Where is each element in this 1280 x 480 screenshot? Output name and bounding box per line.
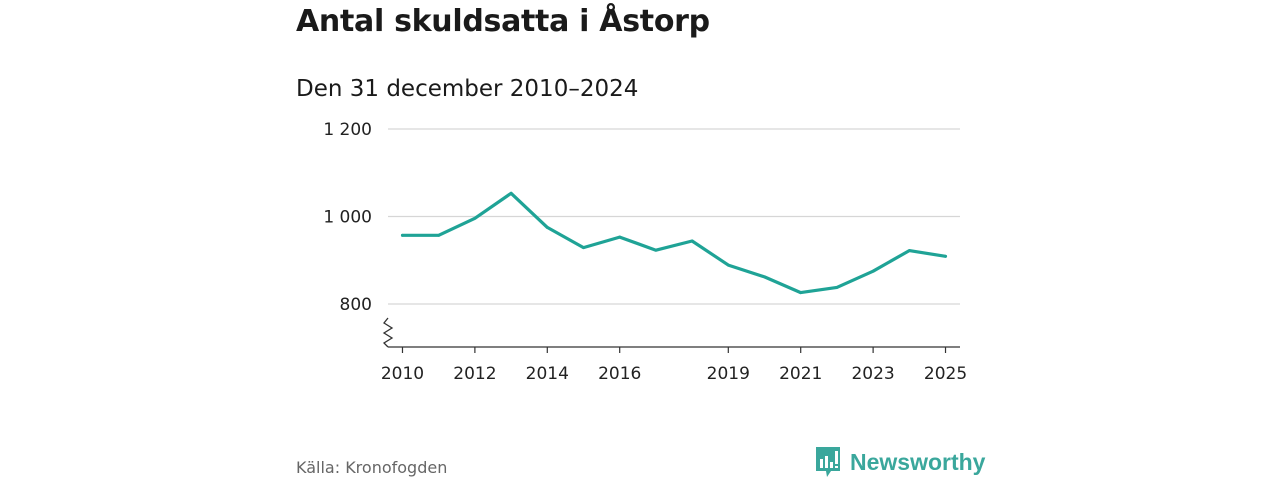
data-point [582, 246, 585, 249]
x-tick-label: 2019 [707, 364, 750, 384]
data-point [944, 254, 947, 258]
data-point [726, 263, 730, 267]
data-point [545, 226, 549, 229]
series-line [400, 191, 948, 295]
data-point [835, 285, 839, 289]
brand-logo: Newsworthy [814, 445, 985, 479]
x-tick-label: 2012 [453, 364, 496, 384]
data-point [618, 235, 622, 239]
x-tick-label: 2025 [924, 364, 967, 384]
x-tick-label: 2021 [779, 364, 822, 384]
chart-subtitle: Den 31 december 2010–2024 [296, 76, 639, 102]
data-point [401, 233, 404, 237]
chart-title: Antal skuldsatta i Åstorp [296, 4, 710, 39]
data-point [509, 191, 513, 195]
source-label: Källa: Kronofogden [296, 458, 448, 477]
newsworthy-logo-icon [816, 447, 840, 477]
x-tick-label: 2023 [851, 364, 894, 384]
data-point [473, 216, 477, 220]
brand-name: Newsworthy [850, 448, 986, 475]
axis-break-icon [382, 317, 394, 348]
y-tick-label: 800 [340, 295, 372, 315]
x-tick-label: 2016 [598, 364, 641, 384]
data-point [437, 233, 441, 237]
y-tick-label: 1 200 [323, 120, 372, 140]
x-tick-label: 2014 [526, 364, 569, 384]
data-point [690, 239, 694, 243]
data-point [907, 249, 911, 253]
x-tick-label: 2010 [381, 364, 424, 384]
data-point [871, 269, 875, 273]
y-tick-label: 1 000 [323, 208, 372, 228]
data-point [654, 248, 658, 252]
data-point [763, 275, 766, 279]
data-point [799, 291, 803, 295]
